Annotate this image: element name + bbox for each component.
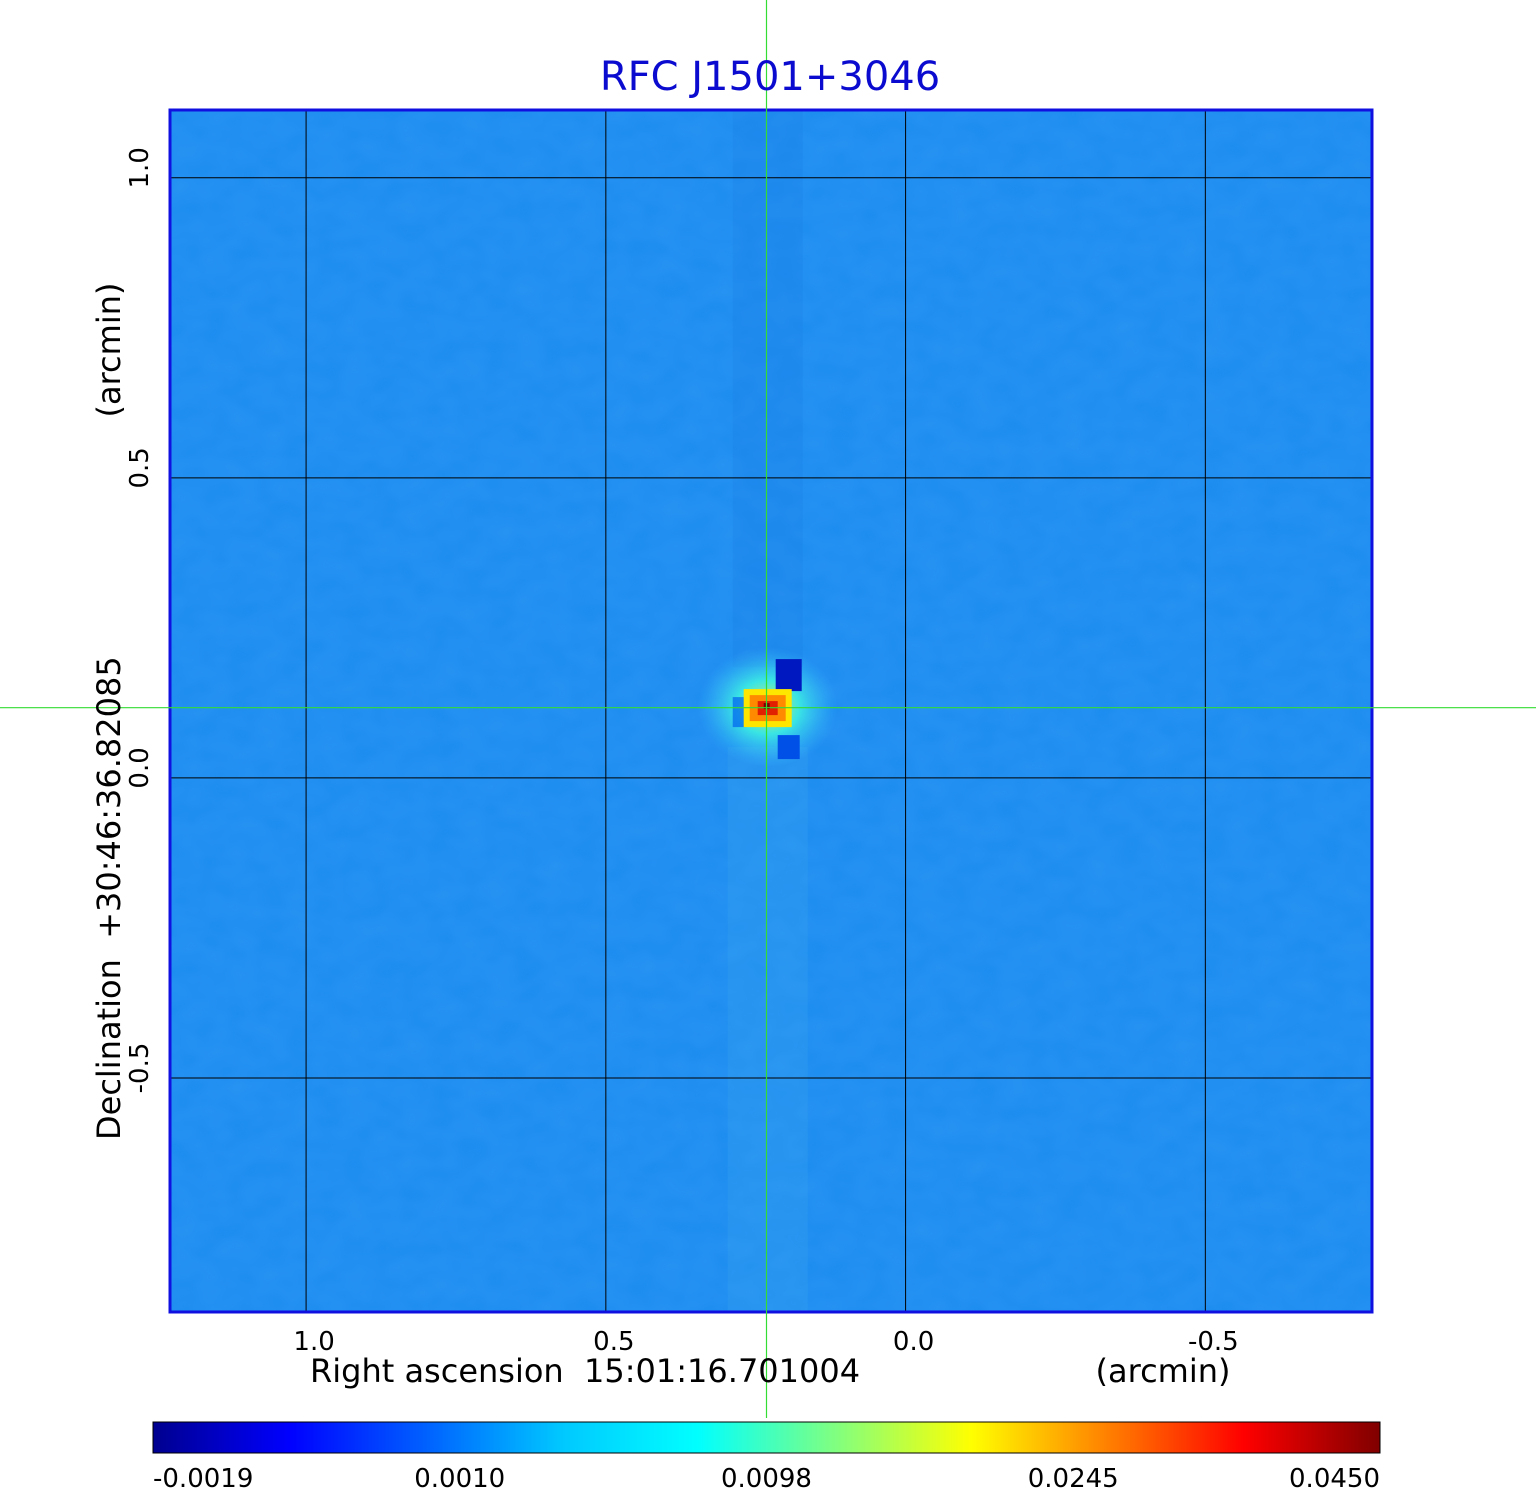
image-panel — [168, 108, 1374, 1314]
coordinate-grid — [170, 110, 1372, 1312]
source-neg-lobe-bottom — [777, 735, 800, 760]
radio-source — [697, 647, 838, 768]
source-neg-lobe-top — [775, 659, 802, 692]
y-tick-label: -0.5 — [125, 1043, 155, 1094]
colorbar-tick-labels: -0.0019 0.0010 0.0098 0.0245 0.0450 — [153, 1464, 1380, 1494]
x-tick-label: 1.0 — [293, 1327, 334, 1357]
y-axis-unit: (arcmin) — [90, 283, 128, 418]
crosshair — [0, 0, 1536, 1418]
y-axis-label: Declination +30:46:36.82085 — [90, 656, 128, 1140]
x-tick-label: 0.5 — [593, 1327, 634, 1357]
streak-vertical — [727, 747, 808, 1312]
chart-title: RFC J1501+3046 — [600, 54, 940, 100]
image-frame — [168, 108, 1374, 1314]
sidelobe-streaks — [727, 110, 808, 1312]
colorbar-tick-label: 0.0245 — [1028, 1464, 1119, 1494]
x-tick-label: -0.5 — [1188, 1327, 1239, 1357]
source-neg-lobe-left — [732, 697, 747, 728]
x-tick-label: 0.0 — [893, 1327, 934, 1357]
colorbar: -0.0019 0.0010 0.0098 0.0245 0.0450 — [152, 1421, 1381, 1494]
y-tick-labels: 1.0 0.5 0.0 -0.5 — [125, 147, 155, 1093]
y-tick-label: 0.5 — [125, 447, 155, 488]
streak-vertical-upper — [732, 110, 803, 668]
colorbar-gradient — [152, 1421, 1381, 1454]
y-tick-label: 0.0 — [125, 747, 155, 788]
colorbar-tick-label: 0.0450 — [1289, 1464, 1380, 1494]
x-axis-label: Right ascension 15:01:16.701004 — [310, 1352, 860, 1390]
x-axis-unit: (arcmin) — [1096, 1352, 1231, 1390]
colorbar-tick-label: 0.0010 — [414, 1464, 505, 1494]
colorbar-tick-label: -0.0019 — [153, 1464, 253, 1494]
x-tick-labels: 1.0 0.5 0.0 -0.5 — [293, 1327, 1238, 1357]
y-tick-label: 1.0 — [125, 147, 155, 188]
colorbar-tick-label: 0.0098 — [721, 1464, 812, 1494]
